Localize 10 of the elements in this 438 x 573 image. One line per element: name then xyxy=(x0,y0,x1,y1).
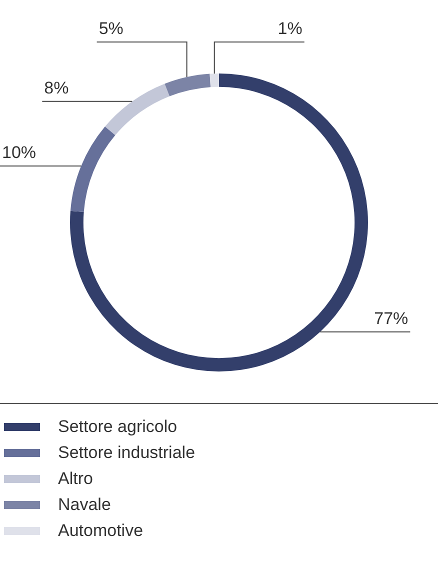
legend-label: Settore industriale xyxy=(58,443,196,463)
data-label: 5% xyxy=(98,19,124,38)
data-label: 8% xyxy=(44,78,69,98)
legend-label: Automotive xyxy=(58,521,144,541)
data-label: 77% xyxy=(374,309,408,328)
legend-label: Settore agricolo xyxy=(58,417,178,437)
data-label: 1% xyxy=(278,19,302,38)
data-label: 10% xyxy=(2,143,36,162)
legend-label: Navale xyxy=(58,495,111,515)
legend-label: Altro xyxy=(58,469,93,489)
